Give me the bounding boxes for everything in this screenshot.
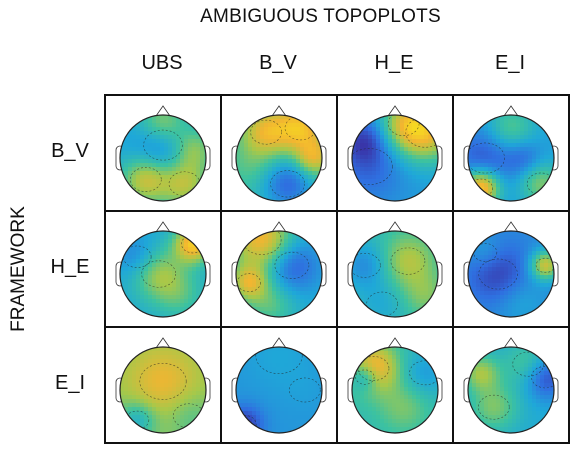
topoplot-cell-r2-c3 — [336, 210, 454, 328]
scalp-map — [468, 347, 554, 433]
column-header-b-v: B_V — [259, 52, 297, 74]
head-topoplot — [347, 337, 443, 434]
head-topoplot — [115, 105, 211, 202]
figure-title: AMBIGUOUS TOPOPLOTS — [200, 6, 441, 27]
contour-lines — [355, 356, 438, 386]
scalp-map — [236, 347, 322, 433]
topoplot-cell-r2-c4 — [452, 210, 570, 328]
column-header-e-i: E_I — [494, 52, 526, 74]
head-outline — [235, 114, 323, 202]
topoplot-cell-r3-c2 — [220, 326, 338, 444]
scalp-map — [352, 115, 438, 201]
scalp-map — [120, 115, 206, 201]
head-topoplot — [115, 337, 211, 434]
scalp-map — [120, 231, 206, 317]
head-outline — [119, 346, 207, 434]
head-topoplot — [347, 105, 443, 202]
head-outline — [119, 230, 207, 318]
column-header-ubs: UBS — [141, 52, 183, 74]
topoplot-cell-r1-c2 — [220, 94, 338, 212]
topoplot-cell-r3-c3 — [336, 326, 454, 444]
head-topoplot — [463, 337, 559, 434]
head-outline — [235, 230, 323, 318]
scalp-map — [352, 347, 438, 433]
framework-axis-label: FRAMEWORK — [8, 206, 29, 332]
topoplot-cell-r1-c3 — [336, 94, 454, 212]
head-outline — [235, 346, 323, 434]
row-header-h-e: H_E — [50, 256, 90, 278]
head-topoplot — [115, 221, 211, 318]
head-topoplot — [347, 221, 443, 318]
topoplot-cell-r3-c1 — [104, 326, 222, 444]
head-topoplot — [231, 105, 327, 202]
topoplot-grid — [104, 94, 570, 444]
topoplot-cell-r2-c2 — [220, 210, 338, 328]
head-outline — [351, 230, 439, 318]
scalp-map — [120, 347, 206, 433]
head-topoplot — [231, 337, 327, 434]
topoplot-cell-r2-c1 — [104, 210, 222, 328]
scalp-map — [352, 231, 438, 317]
topoplot-cell-r1-c4 — [452, 94, 570, 212]
topoplot-cell-r3-c4 — [452, 326, 570, 444]
head-outline — [467, 346, 555, 434]
head-topoplot — [463, 221, 559, 318]
head-outline — [351, 114, 439, 202]
topoplot-cell-r1-c1 — [104, 94, 222, 212]
head-outline — [119, 114, 207, 202]
column-header-h-e: H_E — [374, 52, 414, 74]
scalp-map — [236, 115, 322, 201]
head-outline — [467, 230, 555, 318]
head-topoplot — [231, 221, 327, 318]
head-topoplot — [463, 105, 559, 202]
row-header-b-v: B_V — [51, 140, 89, 162]
head-outline — [351, 346, 439, 434]
head-outline — [467, 114, 555, 202]
row-header-e-i: E_I — [54, 372, 86, 394]
scalp-map — [468, 115, 554, 201]
